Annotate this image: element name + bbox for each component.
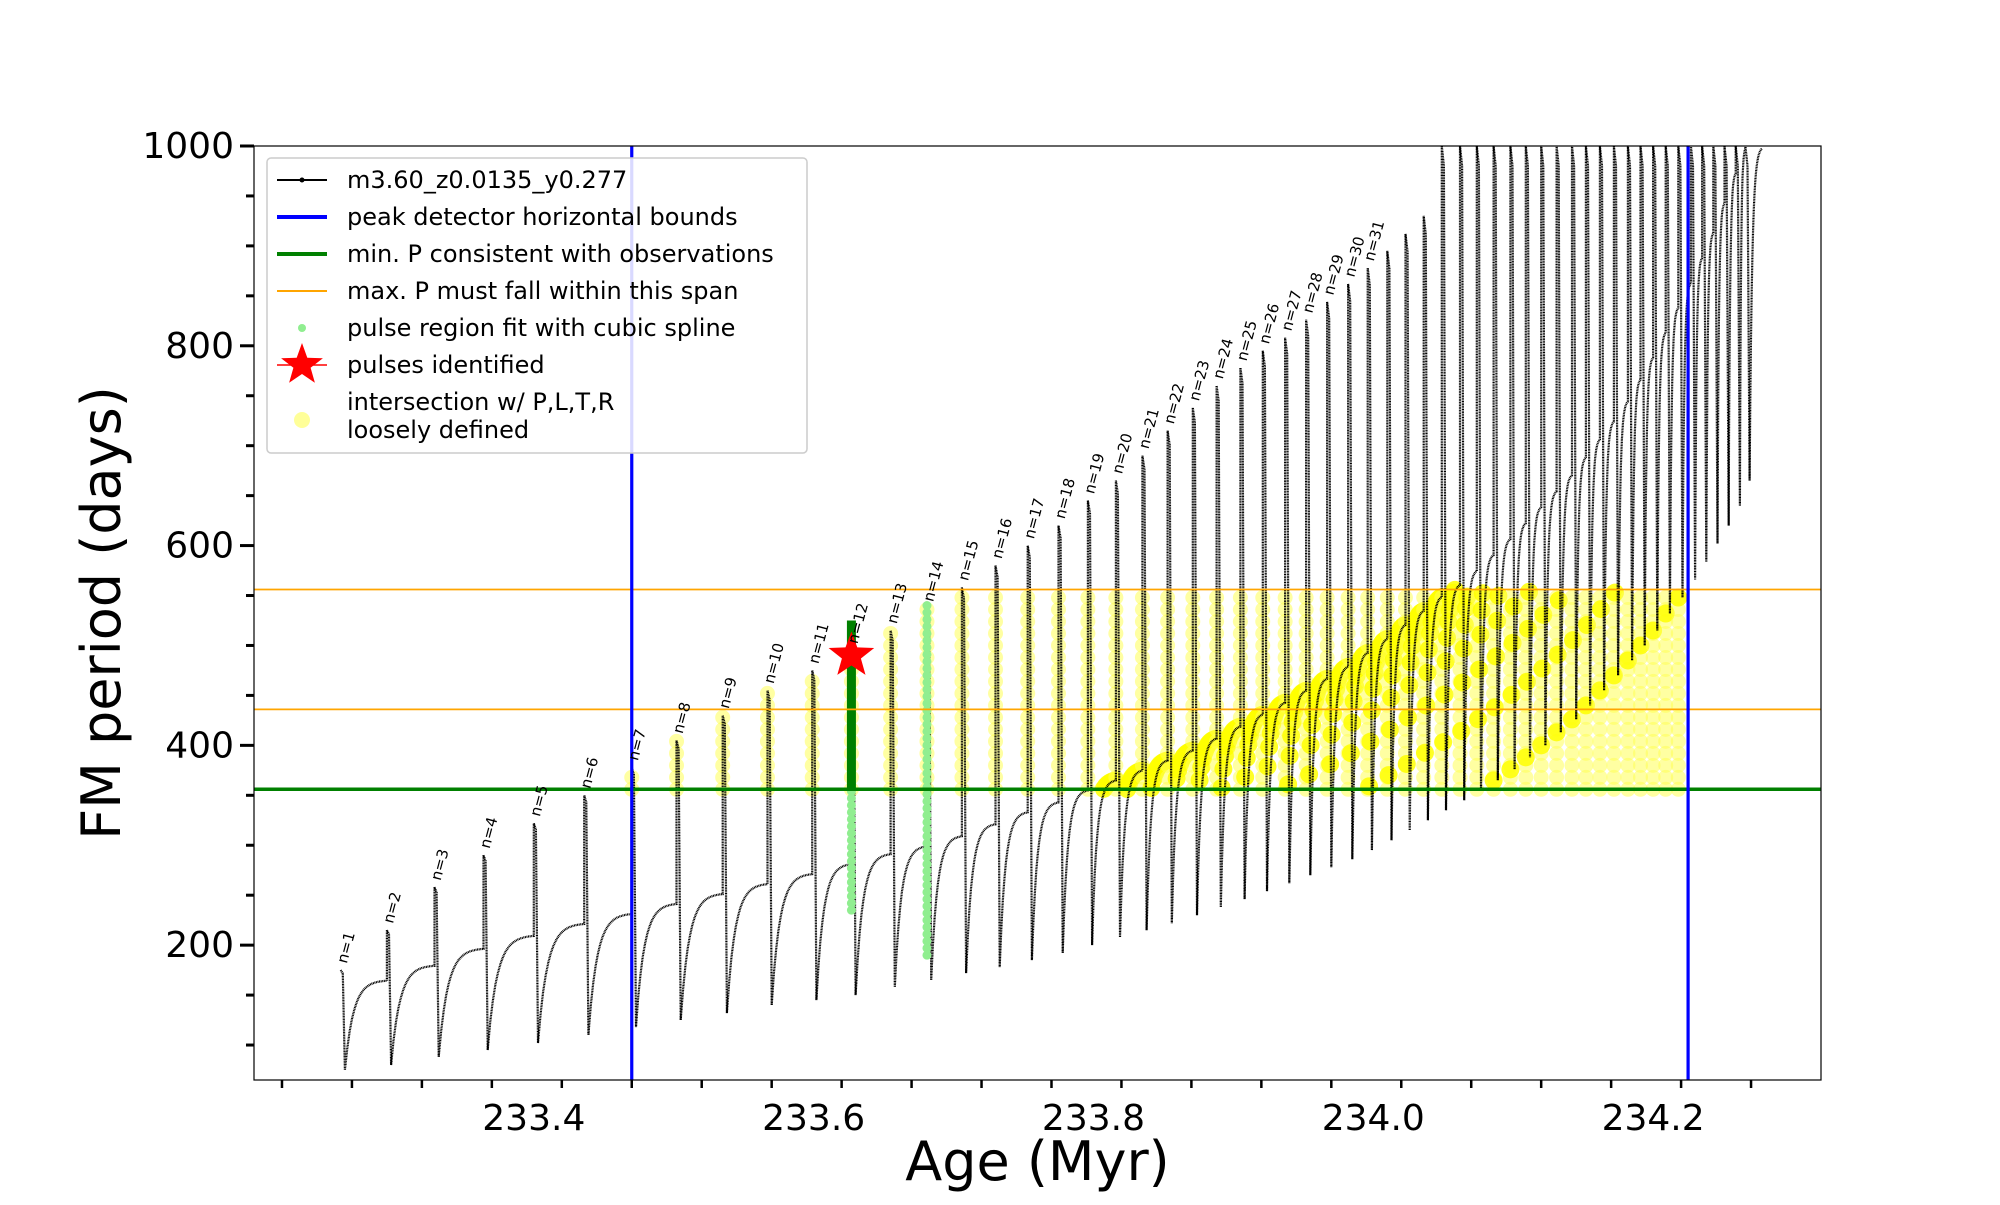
intersection-marker <box>1436 652 1455 671</box>
legend-swatch-circle <box>294 412 310 428</box>
y-tick-label: 600 <box>165 526 234 567</box>
intersection-marker <box>1562 710 1581 729</box>
intersection-marker <box>954 602 970 618</box>
intersection-marker <box>1360 777 1379 796</box>
legend-label: m3.60_z0.0135_y0.277 <box>347 166 627 194</box>
intersection-marker <box>1470 660 1489 679</box>
intersection-marker <box>1501 760 1520 779</box>
legend-label: max. P must fall within this span <box>347 277 738 305</box>
x-axis-label: Age (Myr) <box>905 1130 1170 1193</box>
legend-swatch-dot <box>299 177 305 183</box>
intersection-marker <box>954 673 970 689</box>
legend-entry: min. P consistent with observations <box>277 240 774 268</box>
intersection-marker <box>1434 733 1453 752</box>
intersection-marker <box>1517 672 1536 691</box>
intersection-marker <box>1452 721 1471 740</box>
y-axis-label: FM period (days) <box>70 386 133 840</box>
spline-pulse <box>922 601 932 960</box>
intersection-marker <box>1604 666 1623 685</box>
legend-label: peak detector horizontal bounds <box>347 203 738 231</box>
intersection-marker <box>1469 710 1488 729</box>
legend-label: pulses identified <box>347 351 545 379</box>
intersection-marker <box>1050 637 1066 653</box>
intersection-marker <box>954 625 970 641</box>
y-tick-label: 800 <box>165 326 234 367</box>
intersection-marker <box>1364 679 1383 698</box>
intersection-marker <box>988 625 1004 641</box>
intersection-marker <box>1516 748 1535 767</box>
legend-entry: pulse region fit with cubic spline <box>298 314 735 342</box>
intersection-marker <box>1453 673 1472 692</box>
plot-area <box>254 146 1821 1080</box>
intersection-marker <box>1397 754 1416 773</box>
intersection-marker <box>1399 708 1418 727</box>
intersection-marker <box>1548 645 1567 664</box>
intersection-marker <box>1547 723 1566 742</box>
intersection-marker <box>1590 681 1609 700</box>
intersection-marker <box>1484 771 1503 790</box>
intersection-marker <box>883 649 899 665</box>
intersection-marker <box>988 602 1004 618</box>
x-tick-label: 234.0 <box>1322 1098 1425 1139</box>
intersection-marker <box>883 625 899 641</box>
intersection-marker <box>1532 736 1551 755</box>
y-tick-label: 1000 <box>142 126 234 167</box>
legend-entry: max. P must fall within this span <box>277 277 738 305</box>
x-tick-label: 233.6 <box>762 1098 865 1139</box>
intersection-marker <box>759 685 775 701</box>
intersection-marker <box>1487 647 1506 666</box>
intersection-marker <box>1669 588 1688 607</box>
intersection-marker <box>1415 743 1434 762</box>
legend-swatch-dot <box>298 324 306 332</box>
intersection-marker <box>1379 766 1398 785</box>
intersection-marker <box>1050 590 1066 606</box>
intersection-marker <box>988 649 1004 665</box>
intersection-marker <box>954 721 970 737</box>
intersection-marker <box>1417 696 1436 715</box>
intersection-marker <box>1050 613 1066 629</box>
intersection-marker <box>1485 698 1504 717</box>
intersection-marker <box>1576 696 1595 715</box>
legend-label: pulse region fit with cubic spline <box>347 314 735 342</box>
intersection-marker <box>1435 685 1454 704</box>
legend-label: intersection w/ P,L,T,R <box>347 388 614 416</box>
legend-label-line2: loosely defined <box>347 416 529 444</box>
intersection-marker <box>883 673 899 689</box>
intersection-marker <box>954 649 970 665</box>
intersection-marker <box>1533 659 1552 678</box>
intersection-marker <box>1380 720 1399 739</box>
legend-label: min. P consistent with observations <box>347 240 774 268</box>
intersection-marker <box>715 757 731 773</box>
intersection-marker <box>1502 685 1521 704</box>
y-tick-label: 200 <box>165 925 234 966</box>
y-tick-label: 400 <box>165 725 234 766</box>
x-tick-label: 233.4 <box>482 1098 585 1139</box>
x-tick-label: 234.2 <box>1602 1098 1705 1139</box>
legend-entry: peak detector horizontal bounds <box>277 203 738 231</box>
